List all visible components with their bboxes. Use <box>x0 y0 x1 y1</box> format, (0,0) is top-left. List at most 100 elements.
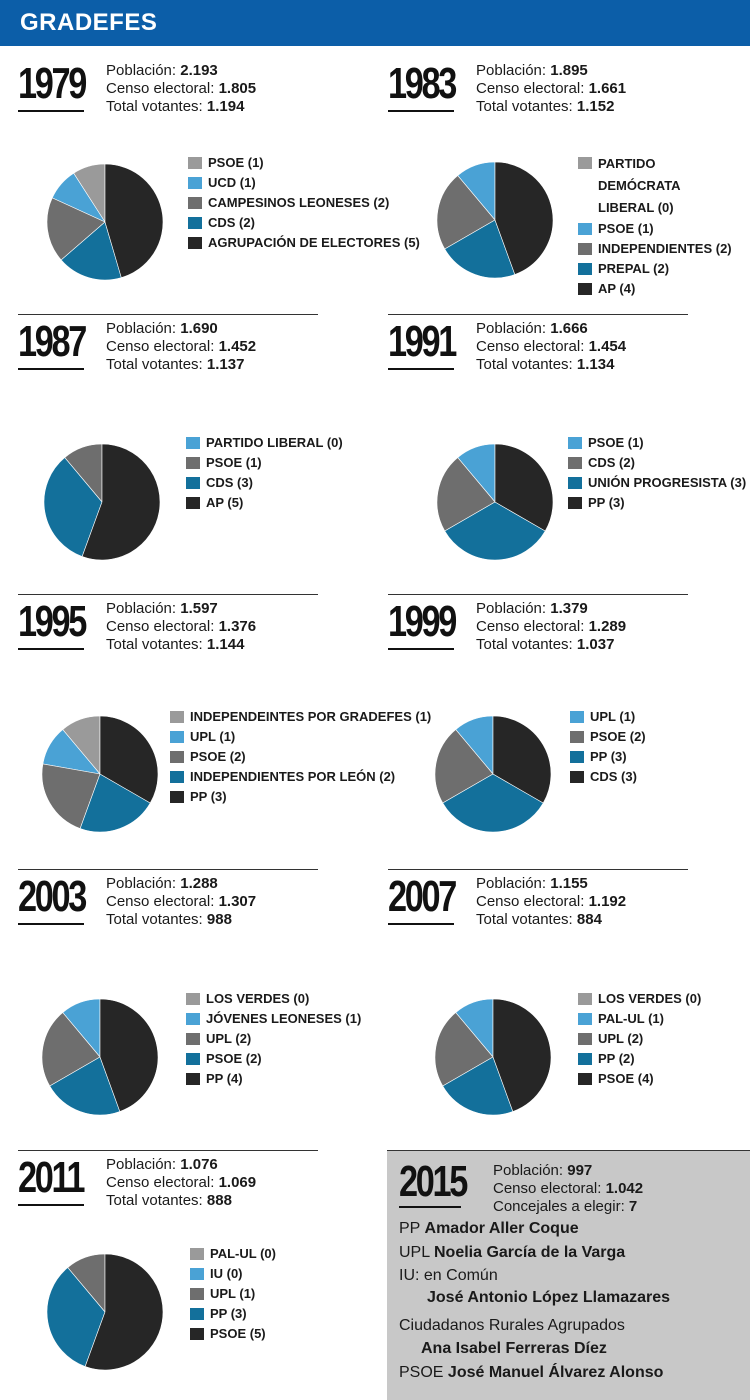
stat-label: Total votantes: <box>106 356 203 373</box>
pie-slice <box>434 729 494 804</box>
legend-label: LOS VERDES (0) <box>598 991 702 1006</box>
legend-label: PSOE (2) <box>190 749 246 764</box>
stat-poblacion: 1.666 <box>550 320 588 337</box>
stat-label: Censo electoral: <box>106 1174 215 1191</box>
candidate-iu-name: José Antonio López Llamazares <box>427 1289 670 1307</box>
stat-poblacion: 1.288 <box>180 875 218 892</box>
legend-item: JÓVENES LEONESES (1) <box>186 1009 361 1029</box>
stats-block: Población: 2.193 Censo electoral: 1.805 To… <box>106 62 256 116</box>
stat-label: Concejales a elegir: <box>493 1198 625 1215</box>
legend-label: PSOE (2) <box>590 729 646 744</box>
stat-censo: 1.042 <box>605 1180 644 1197</box>
legend-swatch <box>568 477 582 489</box>
legend-item: PP (3) <box>568 493 746 513</box>
stat-label: Población: <box>106 320 177 337</box>
panel-rule <box>18 314 318 315</box>
legend-swatch <box>170 711 184 723</box>
candidate-party: UPL <box>399 1244 430 1261</box>
stats-block: Población: 1.895 Censo electoral: 1.661 To… <box>476 62 626 116</box>
legend-item: PSOE (2) <box>570 727 646 747</box>
header-bar: GRADEFES <box>0 0 750 46</box>
legend-swatch <box>578 1033 592 1045</box>
legend-1979: PSOE (1) UCD (1) CAMPESINOS LEONESES (2) CD… <box>188 153 420 253</box>
legend-swatch <box>170 731 184 743</box>
year-label: 2003 <box>18 872 87 921</box>
legend-item: AP (4) <box>578 279 738 299</box>
pie-slice <box>49 1056 121 1116</box>
legend-swatch <box>186 993 200 1005</box>
legend-item: INDEPENDEINTES POR GRADEFES (1) <box>170 707 431 727</box>
page-title: GRADEFES <box>20 9 158 36</box>
year-label: 2007 <box>388 872 457 921</box>
legend-item: CDS (2) <box>568 453 746 473</box>
stat-label: Población: <box>476 600 547 617</box>
year-underline <box>18 923 84 925</box>
pie-slice <box>46 1267 106 1367</box>
stats-block: Población: 1.076 Censo electoral: 1.069 To… <box>106 1156 256 1210</box>
pie-slice <box>434 1012 494 1087</box>
legend-item: IU (0) <box>190 1264 276 1284</box>
legend-label: LOS VERDES (0) <box>206 991 310 1006</box>
stat-label: Censo electoral: <box>106 618 215 635</box>
legend-swatch <box>186 1053 200 1065</box>
stat-label: Censo electoral: <box>476 338 585 355</box>
legend-label: UCD (1) <box>208 175 256 190</box>
stat-label: Población: <box>476 875 547 892</box>
year-underline <box>388 110 454 112</box>
legend-item: UCD (1) <box>188 173 420 193</box>
candidate-name: José Manuel Álvarez Alonso <box>447 1364 664 1381</box>
stat-label: Censo electoral: <box>476 618 585 635</box>
legend-item: PSOE (1) <box>578 219 738 239</box>
legend-1999: UPL (1) PSOE (2) PP (3) CDS (3) <box>570 707 646 787</box>
legend-1991: PSOE (1) CDS (2) UNIÓN PROGRESISTA (3) PP (… <box>568 433 746 513</box>
pie-slice <box>99 715 159 804</box>
legend-label: CDS (2) <box>588 455 635 470</box>
legend-2003: LOS VERDES (0) JÓVENES LEONESES (1) UPL (2… <box>186 989 361 1089</box>
stats-block: Población: 1.690 Censo electoral: 1.452 To… <box>106 320 256 374</box>
legend-label: PP (2) <box>598 1051 635 1066</box>
legend-label: UPL (2) <box>206 1031 252 1046</box>
legend-label: PSOE (2) <box>206 1051 262 1066</box>
legend-swatch <box>190 1328 204 1340</box>
legend-label: PSOE (1) <box>598 221 654 236</box>
legend-swatch <box>570 751 584 763</box>
legend-label: CDS (3) <box>206 475 253 490</box>
panel-2015: 2015 Población: 997 Censo electoral: 1.0… <box>387 1150 750 1400</box>
legend-swatch <box>578 243 592 255</box>
pie-slice <box>492 998 552 1112</box>
legend-item: CDS (3) <box>570 767 646 787</box>
legend-label: UNIÓN PROGRESISTA (3) <box>588 475 747 490</box>
candidate-name: Ana Isabel Ferreras Díez <box>421 1340 607 1357</box>
stats-block: Población: 997 Censo electoral: 1.042 Co… <box>493 1162 643 1216</box>
stat-poblacion: 1.379 <box>550 600 588 617</box>
legend-swatch <box>186 457 200 469</box>
stat-censo: 1.307 <box>218 893 257 910</box>
stat-poblacion: 1.155 <box>550 875 588 892</box>
legend-item: PREPAL (2) <box>578 259 738 279</box>
legend-swatch <box>578 157 592 169</box>
stat-label: Total votantes: <box>476 356 573 373</box>
legend-item: PSOE (4) <box>578 1069 701 1089</box>
legend-label: UPL (2) <box>598 1031 644 1046</box>
year-label: 1983 <box>388 59 457 108</box>
legend-swatch <box>568 497 582 509</box>
pie-chart-1983 <box>436 161 554 279</box>
legend-item: PARTIDO DEMÓCRATA LIBERAL (0) <box>578 153 738 219</box>
stat-poblacion: 1.597 <box>180 600 218 617</box>
legend-item: PP (3) <box>570 747 646 767</box>
legend-swatch <box>186 1073 200 1085</box>
pie-slice <box>60 221 122 281</box>
legend-swatch <box>190 1308 204 1320</box>
stat-label: Total votantes: <box>106 911 203 928</box>
legend-label: UPL (1) <box>590 709 636 724</box>
stat-label: Censo electoral: <box>106 80 215 97</box>
legend-swatch <box>188 237 202 249</box>
stat-label: Censo electoral: <box>106 338 215 355</box>
legend-item: PAL-UL (1) <box>578 1009 701 1029</box>
stat-label: Total votantes: <box>476 98 573 115</box>
legend-1983: PARTIDO DEMÓCRATA LIBERAL (0) PSOE (1) IND… <box>578 153 738 299</box>
stat-censo: 1.805 <box>218 80 257 97</box>
year-label: 1987 <box>18 317 87 366</box>
legend-label: PREPAL (2) <box>598 261 670 276</box>
stat-label: Población: <box>106 600 177 617</box>
